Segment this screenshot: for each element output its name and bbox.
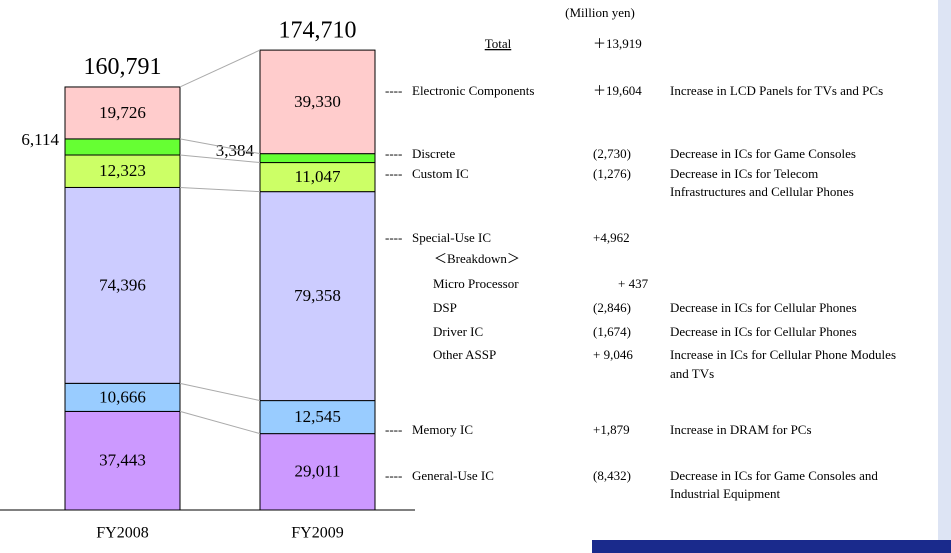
row-label: Special-Use IC [412,230,491,245]
value-label: 10,666 [99,387,146,406]
row-dash: ---- [385,230,402,245]
row-change: (8,432) [593,468,631,483]
x-tick-label: FY2008 [96,525,148,542]
bar-segment [64,138,181,156]
row-dash: ---- [385,166,402,181]
breakdown-note: Decrease in ICs for Cellular Phones [670,324,857,339]
row-note: Increase in LCD Panels for TVs and PCs [670,83,883,98]
total-label: 160,791 [84,54,162,80]
value-label: 37,443 [99,451,146,470]
row-change: (2,730) [593,146,631,161]
bar-segment [259,153,376,164]
row-note: Industrial Equipment [670,486,781,501]
bar-segment [259,191,376,402]
value-label: 19,726 [99,103,146,122]
footer-bar [592,540,951,553]
connector [179,138,261,155]
breakdown-note: and TVs [670,366,714,381]
row-change: (1,276) [593,166,631,181]
row-note: Decrease in ICs for Game Consoles [670,146,856,161]
breakdown-label: Driver IC [433,324,483,339]
value-label: 29,011 [294,462,340,481]
value-label: 39,330 [294,92,341,111]
bar-segment [259,49,376,155]
breakdown-change: (2,846) [593,300,631,315]
total-change: ＋13,919 [593,36,642,51]
row-note: Decrease in ICs for Telecom [670,166,818,181]
bar-segment [259,400,376,435]
value-label: 11,047 [294,167,341,186]
total-label: 174,710 [279,18,357,44]
row-label: Electronic Components [412,83,534,98]
bar-segment [64,410,181,511]
row-dash: ---- [385,468,402,483]
row-note: Infrastructures and Cellular Phones [670,184,854,199]
breakdown-label: Other ASSP [433,347,496,362]
row-label: Custom IC [412,166,469,181]
bar-segment [64,186,181,384]
row-label: Discrete [412,146,456,161]
row-label: General-Use IC [412,468,494,483]
row-change: ＋19,604 [593,83,642,98]
row-note: Decrease in ICs for Game Consoles and [670,468,878,483]
row-change: +1,879 [593,422,630,437]
connector [179,154,261,164]
bar-segment [64,154,181,188]
breakdown-change: + 437 [618,276,649,291]
connector [179,410,261,435]
breakdown-title: ＜Breakdown＞ [434,251,520,266]
breakdown-label: Micro Processor [433,276,519,291]
breakdown-change: + 9,046 [593,347,633,362]
value-label: 12,323 [99,161,146,180]
breakdown-note: Decrease in ICs for Cellular Phones [670,300,857,315]
bar-segment [64,382,181,412]
value-label: 12,545 [294,407,341,426]
row-label: Memory IC [412,422,473,437]
x-tick-label: FY2009 [291,525,343,542]
side-strip [938,0,951,553]
row-dash: ---- [385,83,402,98]
bar-segment [259,162,376,193]
connector [179,186,261,193]
row-dash: ---- [385,146,402,161]
breakdown-change: (1,674) [593,324,631,339]
total-label: Total [485,36,512,51]
row-change: +4,962 [593,230,630,245]
bar-segment [64,86,181,140]
row-note: Increase in DRAM for PCs [670,422,812,437]
bar-segment [259,433,376,511]
value-label: 6,114 [21,130,59,149]
breakdown-label: DSP [433,300,457,315]
value-label: 74,396 [99,275,146,294]
breakdown-note: Increase in ICs for Cellular Phone Modul… [670,347,896,362]
row-dash: ---- [385,422,402,437]
value-label: 3,384 [216,141,255,160]
value-label: 79,358 [294,286,341,305]
connector [179,382,261,402]
connector [179,49,261,88]
unit-label: (Million yen) [565,5,635,20]
